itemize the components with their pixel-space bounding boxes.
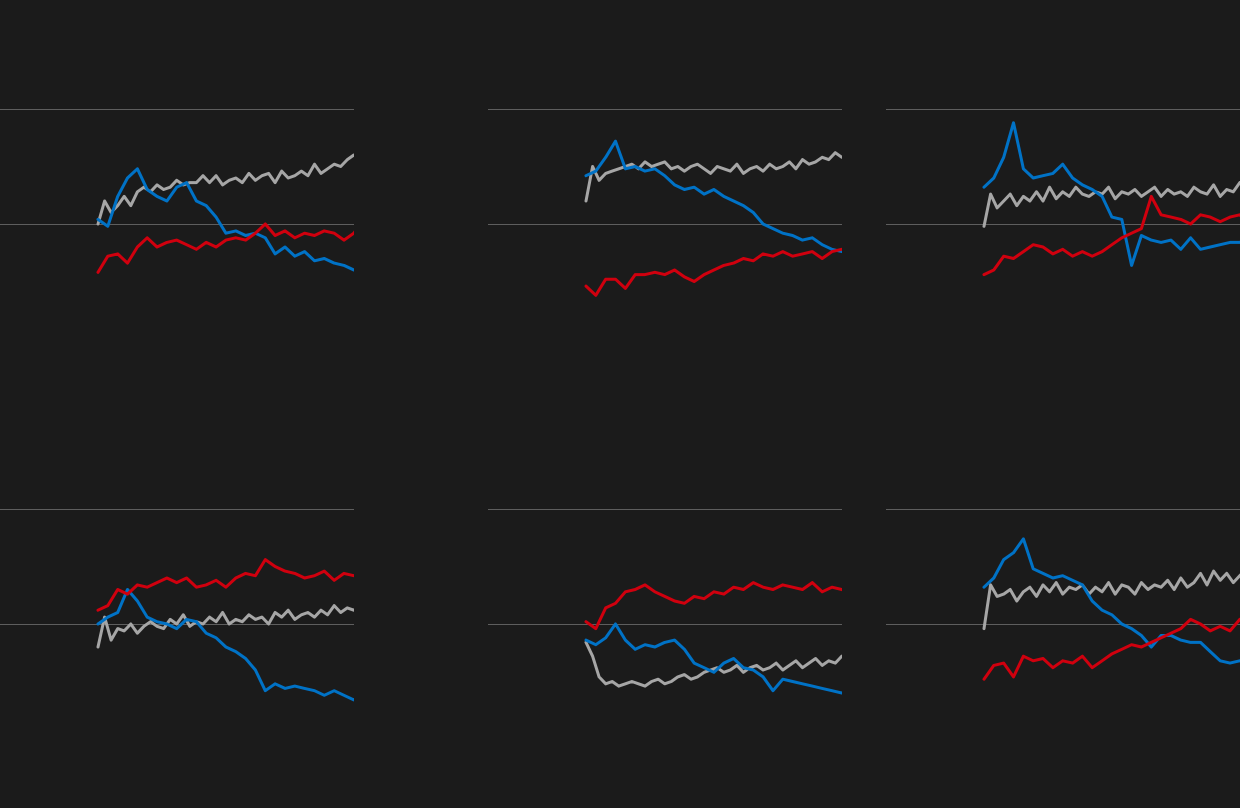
red-series-line bbox=[982, 617, 1240, 681]
gray-series-line bbox=[584, 640, 842, 688]
chart-svg-6 bbox=[886, 509, 1240, 681]
red-series-line bbox=[96, 222, 354, 274]
plot-area bbox=[886, 109, 1240, 277]
plot-area bbox=[0, 109, 354, 274]
chart-svg-5 bbox=[488, 509, 842, 695]
chart-svg-1 bbox=[0, 109, 354, 274]
gray-series-line bbox=[96, 153, 354, 226]
chart-panel-2 bbox=[488, 0, 842, 320]
blue-series-line bbox=[96, 167, 354, 272]
chart-svg-4 bbox=[0, 509, 354, 702]
blue-series-line bbox=[584, 139, 842, 254]
chart-svg-2 bbox=[488, 109, 842, 297]
chart-svg-3 bbox=[886, 109, 1240, 277]
chart-panel-1 bbox=[0, 0, 354, 320]
red-series-line bbox=[584, 581, 842, 631]
chart-panel-4 bbox=[0, 400, 354, 720]
chart-panel-3 bbox=[886, 0, 1240, 320]
blue-series-line bbox=[584, 622, 842, 695]
plot-area bbox=[886, 509, 1240, 681]
gray-series-line bbox=[982, 569, 1240, 631]
chart-panel-5 bbox=[488, 400, 842, 720]
red-series-line bbox=[982, 194, 1240, 277]
gray-series-line bbox=[982, 181, 1240, 228]
blue-series-line bbox=[982, 121, 1240, 267]
gray-series-line bbox=[96, 604, 354, 649]
blue-series-line bbox=[982, 537, 1240, 665]
plot-area bbox=[488, 109, 842, 297]
blue-series-line bbox=[96, 588, 354, 702]
red-series-line bbox=[96, 558, 354, 612]
red-series-line bbox=[584, 247, 842, 297]
plot-area bbox=[488, 509, 842, 695]
gray-series-line bbox=[584, 151, 842, 203]
chart-panel-6 bbox=[886, 400, 1240, 720]
plot-area bbox=[0, 509, 354, 702]
